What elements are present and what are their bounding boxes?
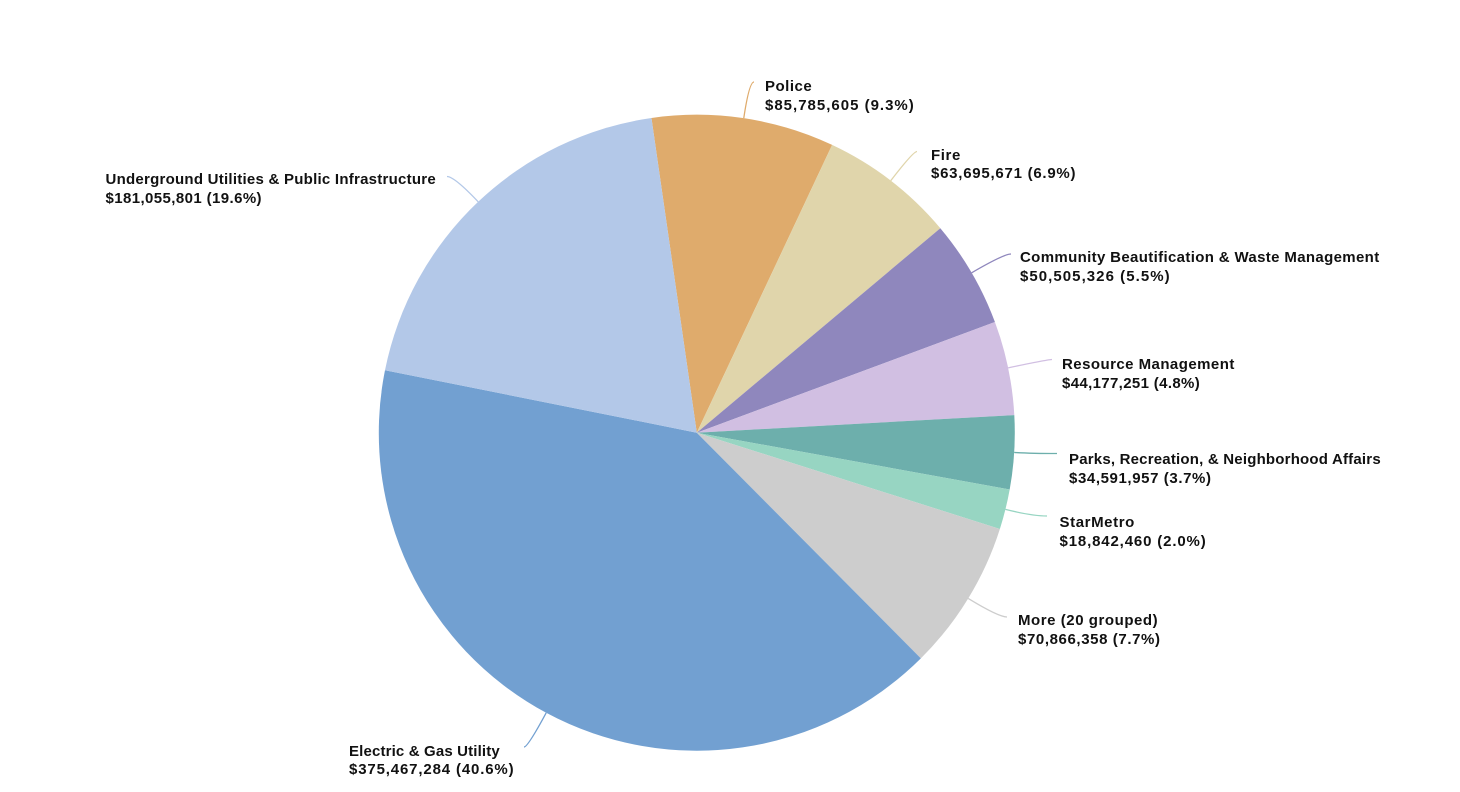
svg-text:$375,467,284 (40.6%): $375,467,284 (40.6%)	[349, 761, 514, 778]
svg-text:$85,785,605 (9.3%): $85,785,605 (9.3%)	[765, 97, 915, 114]
svg-text:$63,695,671 (6.9%): $63,695,671 (6.9%)	[931, 165, 1076, 182]
svg-text:$70,866,358 (7.7%): $70,866,358 (7.7%)	[1018, 631, 1161, 648]
svg-text:$181,055,801 (19.6%): $181,055,801 (19.6%)	[106, 190, 262, 207]
svg-text:$44,177,251 (4.8%): $44,177,251 (4.8%)	[1062, 375, 1200, 392]
svg-text:More (20 grouped): More (20 grouped)	[1018, 612, 1158, 629]
svg-text:Parks, Recreation, & Neighborh: Parks, Recreation, & Neighborhood Affair…	[1069, 451, 1381, 468]
svg-text:Police: Police	[765, 78, 812, 95]
svg-text:StarMetro: StarMetro	[1060, 514, 1135, 531]
svg-text:Electric & Gas Utility: Electric & Gas Utility	[349, 743, 500, 760]
svg-text:Fire: Fire	[931, 147, 961, 164]
svg-text:$34,591,957 (3.7%): $34,591,957 (3.7%)	[1069, 470, 1212, 487]
svg-text:$18,842,460 (2.0%): $18,842,460 (2.0%)	[1060, 533, 1207, 550]
svg-text:Resource Management: Resource Management	[1062, 356, 1235, 373]
svg-text:Community Beautification & Was: Community Beautification & Waste Managem…	[1020, 249, 1380, 266]
svg-text:Underground Utilities & Public: Underground Utilities & Public Infrastru…	[106, 171, 436, 188]
svg-text:$50,505,326 (5.5%): $50,505,326 (5.5%)	[1020, 268, 1171, 285]
